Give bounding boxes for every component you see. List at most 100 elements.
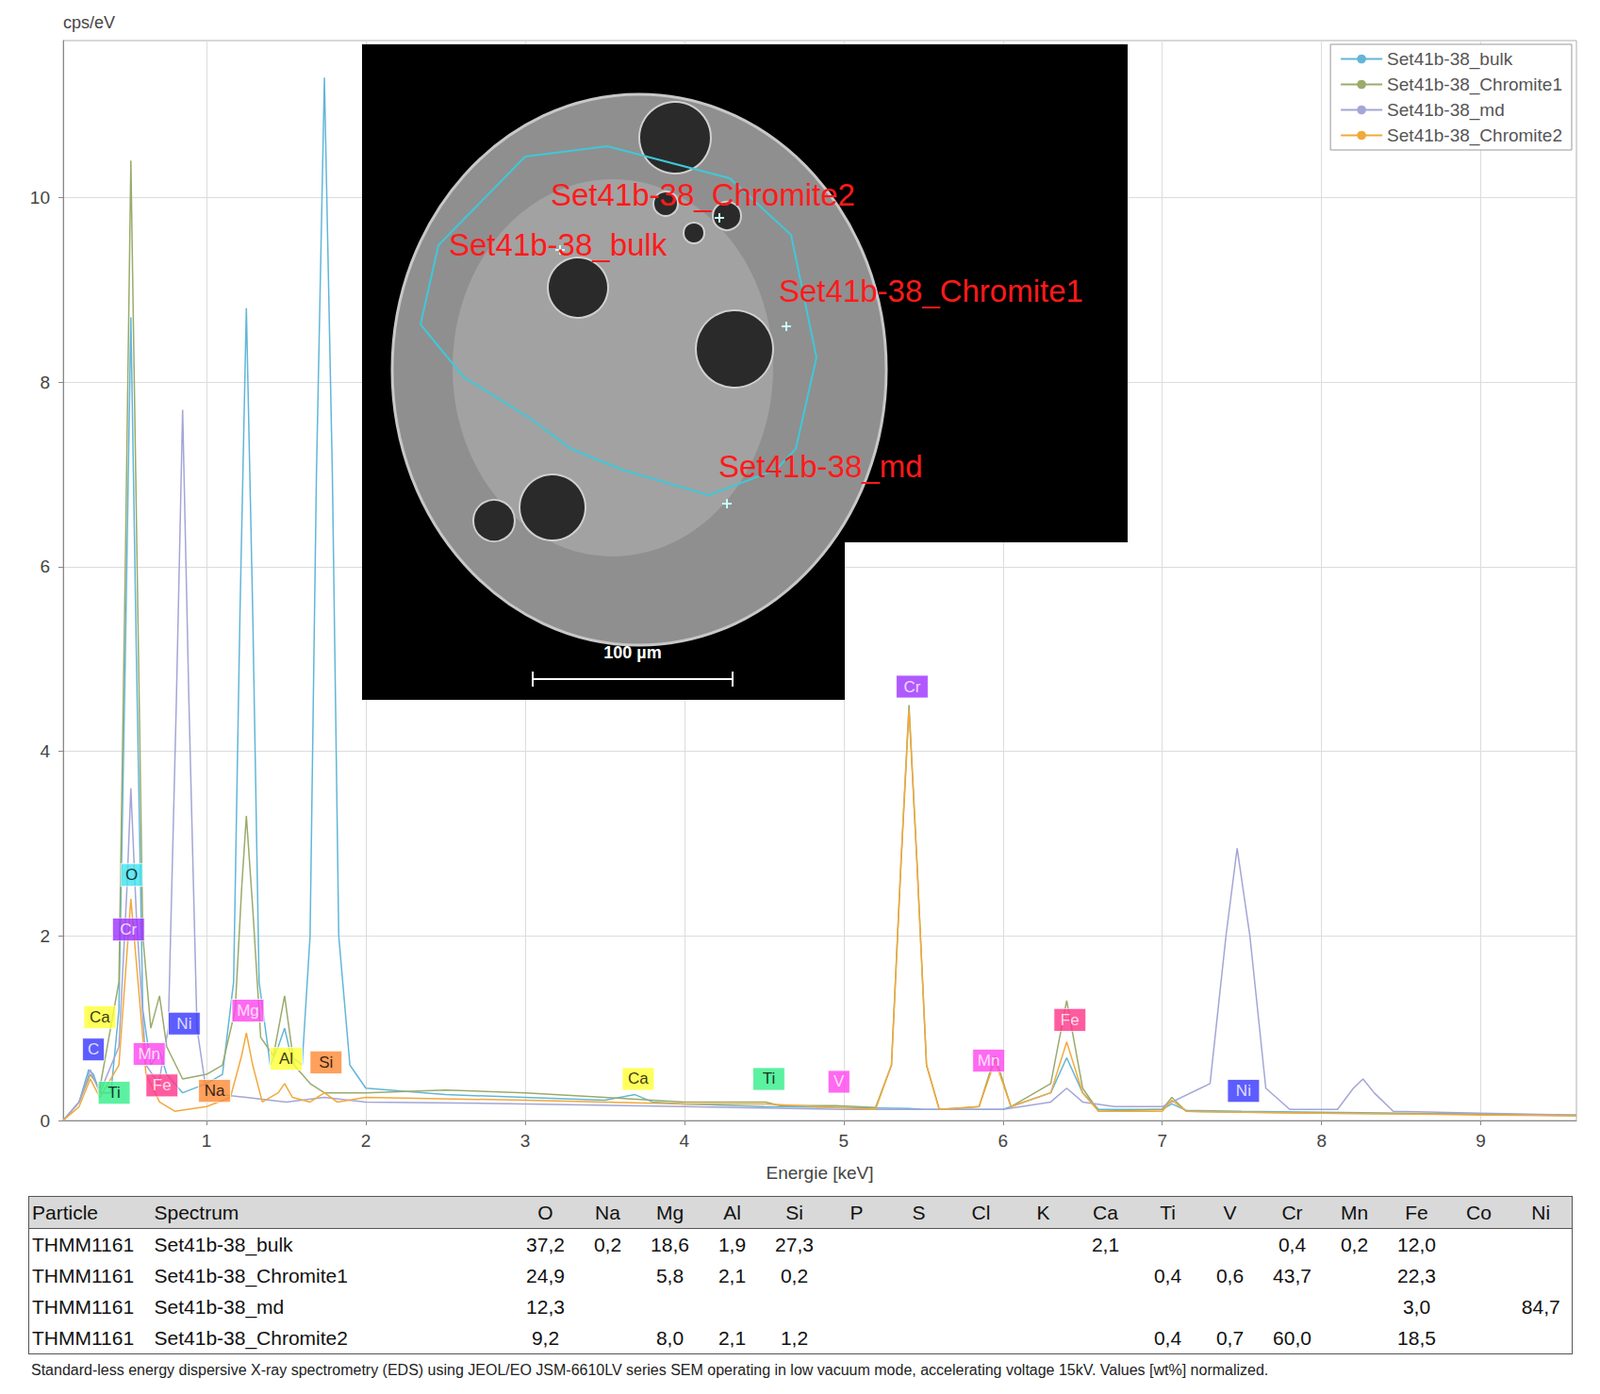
html-text:THMM1161: THMM1161: [32, 1232, 134, 1255]
html-text:12,3: 12,3: [526, 1294, 565, 1317]
html-text:43,7: 43,7: [1272, 1263, 1312, 1286]
html-text:2,1: 2,1: [718, 1326, 746, 1348]
html-text:THMM1161: THMM1161: [32, 1326, 134, 1348]
html-text:84,7: 84,7: [1521, 1294, 1561, 1317]
html-text:0,2: 0,2: [593, 1232, 622, 1255]
html-text:1,2: 1,2: [780, 1326, 809, 1348]
svg-text:Set41b-38_bulk: Set41b-38_bulk: [448, 227, 668, 263]
svg-text:Set41b-38_Chromite2: Set41b-38_Chromite2: [1386, 125, 1563, 147]
html-text:12,0: 12,0: [1397, 1232, 1436, 1255]
svg-text:1: 1: [201, 1130, 213, 1151]
html-text:0,4: 0,4: [1153, 1263, 1182, 1286]
html-text:S: S: [912, 1200, 926, 1223]
html-text:Al: Al: [723, 1200, 741, 1223]
html-text:1,9: 1,9: [718, 1232, 746, 1255]
svg-text:Energie [keV]: Energie [keV]: [765, 1162, 874, 1183]
html-text:0,6: 0,6: [1216, 1263, 1244, 1286]
svg-text:8: 8: [1316, 1130, 1327, 1151]
html-text:0,2: 0,2: [1340, 1232, 1369, 1255]
svg-text:Cr: Cr: [119, 920, 137, 939]
html-text:0,2: 0,2: [780, 1263, 809, 1286]
svg-text:Al: Al: [279, 1049, 294, 1068]
svg-text:5: 5: [839, 1130, 850, 1151]
svg-text:Set41b-38_Chromite1: Set41b-38_Chromite1: [1386, 74, 1563, 96]
html-text:Cr: Cr: [1281, 1200, 1303, 1223]
svg-text:Ca: Ca: [627, 1069, 649, 1088]
svg-text:3: 3: [520, 1130, 531, 1151]
html-text:2,1: 2,1: [1091, 1232, 1120, 1255]
html-text:2,1: 2,1: [718, 1263, 746, 1286]
svg-text:Mg: Mg: [236, 1001, 260, 1020]
svg-text:10: 10: [30, 187, 50, 208]
svg-text:Set41b-38_Chromite1: Set41b-38_Chromite1: [778, 273, 1084, 309]
svg-text:Si: Si: [318, 1053, 333, 1072]
html-text:60,0: 60,0: [1272, 1326, 1312, 1348]
svg-text:Ni: Ni: [1236, 1081, 1252, 1100]
html-text:Standard-less energy dispersiv: Standard-less energy dispersive X-ray sp…: [31, 1361, 1269, 1378]
html-text:27,3: 27,3: [775, 1232, 814, 1255]
svg-text:6: 6: [998, 1130, 1009, 1151]
html-text:0,7: 0,7: [1216, 1326, 1244, 1348]
html-text:K: K: [1036, 1200, 1050, 1223]
svg-text:Na: Na: [204, 1081, 226, 1100]
html-text:0,4: 0,4: [1278, 1232, 1306, 1255]
svg-text:Ca: Ca: [89, 1007, 111, 1026]
html-text:5,8: 5,8: [656, 1263, 684, 1286]
html-text:3,0: 3,0: [1402, 1294, 1431, 1317]
html-text:37,2: 37,2: [526, 1232, 565, 1255]
svg-text:4: 4: [39, 741, 50, 761]
svg-text:0: 0: [39, 1110, 50, 1131]
svg-text:Fe: Fe: [152, 1075, 172, 1094]
svg-text:Set41b-38_md: Set41b-38_md: [1386, 99, 1505, 121]
html-text:Particle: Particle: [32, 1200, 99, 1223]
html-text:Ca: Ca: [1092, 1200, 1119, 1223]
html-text:24,9: 24,9: [526, 1263, 565, 1286]
svg-text:O: O: [125, 865, 138, 884]
html-text:O: O: [537, 1200, 554, 1223]
html-text:Mg: Mg: [656, 1200, 684, 1223]
html-text:18,6: 18,6: [650, 1232, 690, 1255]
html-text:9,2: 9,2: [531, 1326, 560, 1348]
html-text:Mn: Mn: [1340, 1200, 1369, 1223]
html-text:THMM1161: THMM1161: [32, 1263, 134, 1286]
html-text:Na: Na: [595, 1200, 621, 1223]
svg-text:Set41b-38_bulk: Set41b-38_bulk: [1386, 49, 1514, 70]
svg-text:Cr: Cr: [904, 677, 922, 696]
svg-text:100 µm: 100 µm: [603, 643, 661, 662]
svg-text:Set41b-38_Chromite2: Set41b-38_Chromite2: [550, 177, 856, 213]
svg-text:Ni: Ni: [176, 1014, 192, 1033]
html-text:22,3: 22,3: [1397, 1263, 1436, 1286]
html-text:18,5: 18,5: [1397, 1326, 1436, 1348]
svg-text:7: 7: [1156, 1130, 1168, 1151]
svg-text:6: 6: [39, 556, 50, 577]
svg-text:Fe: Fe: [1060, 1010, 1080, 1029]
svg-text:Set41b-38_md: Set41b-38_md: [718, 448, 923, 484]
html-text:8,0: 8,0: [656, 1326, 684, 1348]
html-text:Ni: Ni: [1531, 1200, 1551, 1223]
svg-text:cps/eV: cps/eV: [63, 13, 116, 33]
html-text:Set41b-38_Chromite1: Set41b-38_Chromite1: [154, 1263, 348, 1286]
html-text:Co: Co: [1466, 1200, 1492, 1223]
html-text:Cl: Cl: [971, 1200, 991, 1223]
html-text:Fe: Fe: [1405, 1200, 1429, 1223]
svg-text:8: 8: [39, 372, 50, 393]
html-text:Ti: Ti: [1159, 1200, 1176, 1223]
svg-text:9: 9: [1475, 1130, 1486, 1151]
svg-text:4: 4: [679, 1130, 691, 1151]
svg-text:V: V: [833, 1072, 845, 1090]
svg-text:Ti: Ti: [107, 1083, 121, 1102]
svg-text:Ti: Ti: [762, 1069, 776, 1088]
html-text:Set41b-38_Chromite2: Set41b-38_Chromite2: [154, 1326, 348, 1348]
svg-text:C: C: [87, 1039, 99, 1058]
html-text:P: P: [849, 1200, 864, 1223]
html-text:Set41b-38_bulk: Set41b-38_bulk: [154, 1232, 293, 1255]
svg-text:2: 2: [39, 925, 50, 946]
html-text:Si: Si: [785, 1200, 804, 1223]
html-text:Spectrum: Spectrum: [154, 1200, 239, 1223]
html-text:0,4: 0,4: [1153, 1326, 1182, 1348]
svg-text:2: 2: [361, 1130, 372, 1151]
svg-text:Mn: Mn: [977, 1051, 1001, 1070]
html-text:Set41b-38_md: Set41b-38_md: [154, 1294, 285, 1317]
html-text:THMM1161: THMM1161: [32, 1294, 134, 1317]
svg-text:Mn: Mn: [137, 1044, 161, 1063]
